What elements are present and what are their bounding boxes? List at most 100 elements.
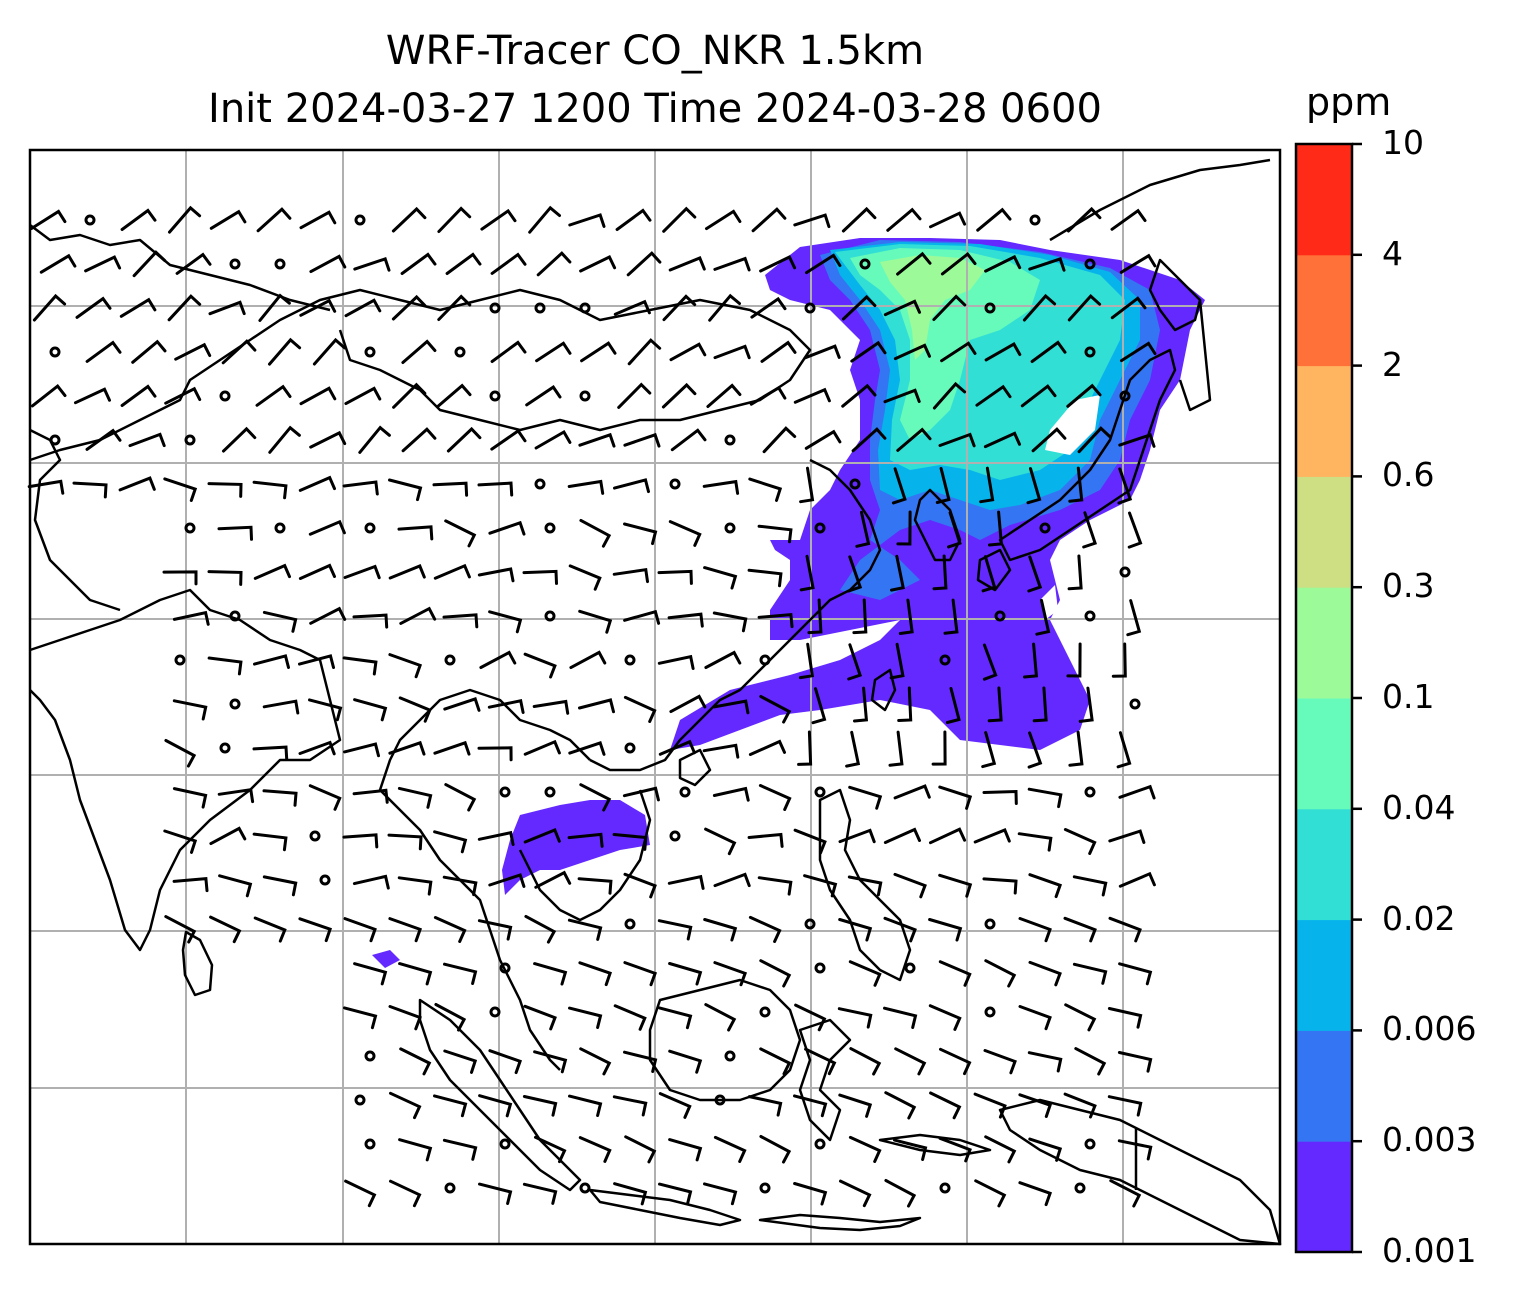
wind-barb	[1066, 642, 1082, 678]
wind-barb	[437, 294, 472, 321]
wind-barb	[568, 564, 602, 591]
wind-barb	[388, 564, 426, 580]
calm-wind-marker	[994, 610, 1006, 622]
wind-barb	[617, 382, 652, 409]
wind-barb	[1027, 1051, 1063, 1073]
coastline-sakhalin	[1178, 299, 1212, 412]
calm-wind-marker	[444, 1182, 456, 1194]
wind-barb	[1109, 1179, 1142, 1208]
wind-barb	[389, 1179, 422, 1208]
wind-barb	[1022, 293, 1057, 322]
wind-barb	[401, 339, 437, 364]
colorbar-label: 0.3	[1382, 566, 1435, 606]
wind-barb	[168, 205, 202, 234]
wind-barb	[174, 342, 212, 361]
wind-barb	[309, 606, 347, 625]
calm-wind-marker	[984, 1006, 996, 1018]
colorbar-label: 0.1	[1382, 677, 1435, 716]
wind-barb	[615, 208, 652, 231]
colorbar-segment	[1296, 698, 1352, 810]
wind-barb	[1032, 686, 1048, 723]
wind-barb	[841, 206, 877, 233]
wind-barb	[883, 916, 917, 943]
calm-wind-marker	[1084, 610, 1096, 622]
wind-barb	[623, 522, 658, 546]
coastline-indochina	[378, 688, 591, 1071]
wind-barb	[757, 876, 793, 896]
wind-barb	[987, 686, 1003, 723]
wind-barb	[312, 337, 347, 366]
wind-barb	[896, 427, 932, 452]
calm-wind-marker	[759, 1182, 771, 1194]
calm-wind-marker	[184, 522, 196, 534]
wind-barb	[662, 206, 697, 233]
wind-barb	[626, 251, 662, 277]
calm-wind-marker	[814, 522, 826, 534]
wind-barb	[578, 609, 613, 634]
wind-barb	[1107, 1007, 1143, 1029]
calm-wind-marker	[364, 1050, 376, 1062]
wind-barb	[299, 386, 337, 406]
wind-barb	[477, 567, 515, 583]
wind-barb	[973, 828, 1011, 844]
wind-barb	[388, 653, 423, 679]
colorbar-label: 10	[1382, 123, 1424, 162]
wind-barb	[613, 299, 651, 316]
wind-barb	[488, 1049, 523, 1075]
wind-barb	[164, 386, 202, 405]
wind-barb	[803, 874, 838, 898]
wind-barb	[209, 209, 247, 230]
wind-barb	[522, 1095, 558, 1117]
wind-barb	[945, 687, 961, 724]
wind-barb	[747, 832, 784, 848]
calm-wind-marker	[489, 302, 501, 314]
wind-barb	[1068, 466, 1084, 503]
wind-barb	[670, 428, 707, 452]
wind-barb	[1118, 784, 1156, 800]
wind-barb	[252, 832, 288, 852]
wind-barb	[262, 699, 300, 715]
wind-barb	[1111, 642, 1127, 678]
wind-barb	[477, 919, 513, 941]
calm-wind-marker	[184, 434, 196, 446]
wind-barb	[388, 1005, 422, 1031]
wind-barb	[931, 730, 947, 766]
wind-barb	[613, 1182, 648, 1206]
wind-barb	[433, 916, 467, 943]
wind-barb	[524, 914, 557, 944]
wind-barb	[713, 872, 751, 888]
wind-barb	[757, 612, 794, 629]
wind-barb	[391, 294, 427, 321]
wind-barb	[1117, 467, 1133, 505]
coastline-philippines	[818, 788, 912, 982]
wind-barb	[436, 383, 472, 408]
coastline-java	[588, 1188, 742, 1227]
colorbar-segment	[1296, 587, 1352, 699]
wind-barb	[853, 686, 869, 723]
wind-barb	[172, 876, 209, 893]
wind-barbs	[27, 205, 1157, 1208]
wind-barb	[487, 699, 525, 714]
calm-wind-marker	[939, 1182, 951, 1194]
calm-wind-marker	[84, 214, 96, 226]
map-title-line2: Init 2024-03-27 1200 Time 2024-03-28 060…	[208, 86, 1102, 132]
wind-barb	[793, 213, 831, 229]
wind-barb	[838, 828, 876, 844]
wind-barb	[1117, 1051, 1153, 1073]
calm-wind-marker	[579, 302, 591, 314]
plume-hole	[1045, 395, 1100, 455]
wind-barb	[845, 730, 861, 768]
wind-barb	[893, 1138, 928, 1161]
wind-barb	[580, 341, 617, 363]
wind-barb	[658, 1092, 692, 1119]
wind-barb	[759, 695, 792, 724]
wind-barb	[164, 915, 197, 944]
wind-barb	[132, 250, 167, 278]
wind-barb	[569, 650, 607, 670]
calm-wind-marker	[174, 654, 186, 666]
calm-wind-marker	[984, 918, 996, 930]
wind-barb	[442, 875, 478, 897]
wind-barb	[851, 427, 887, 453]
wind-barb	[1072, 962, 1108, 985]
calm-wind-marker	[534, 478, 546, 490]
